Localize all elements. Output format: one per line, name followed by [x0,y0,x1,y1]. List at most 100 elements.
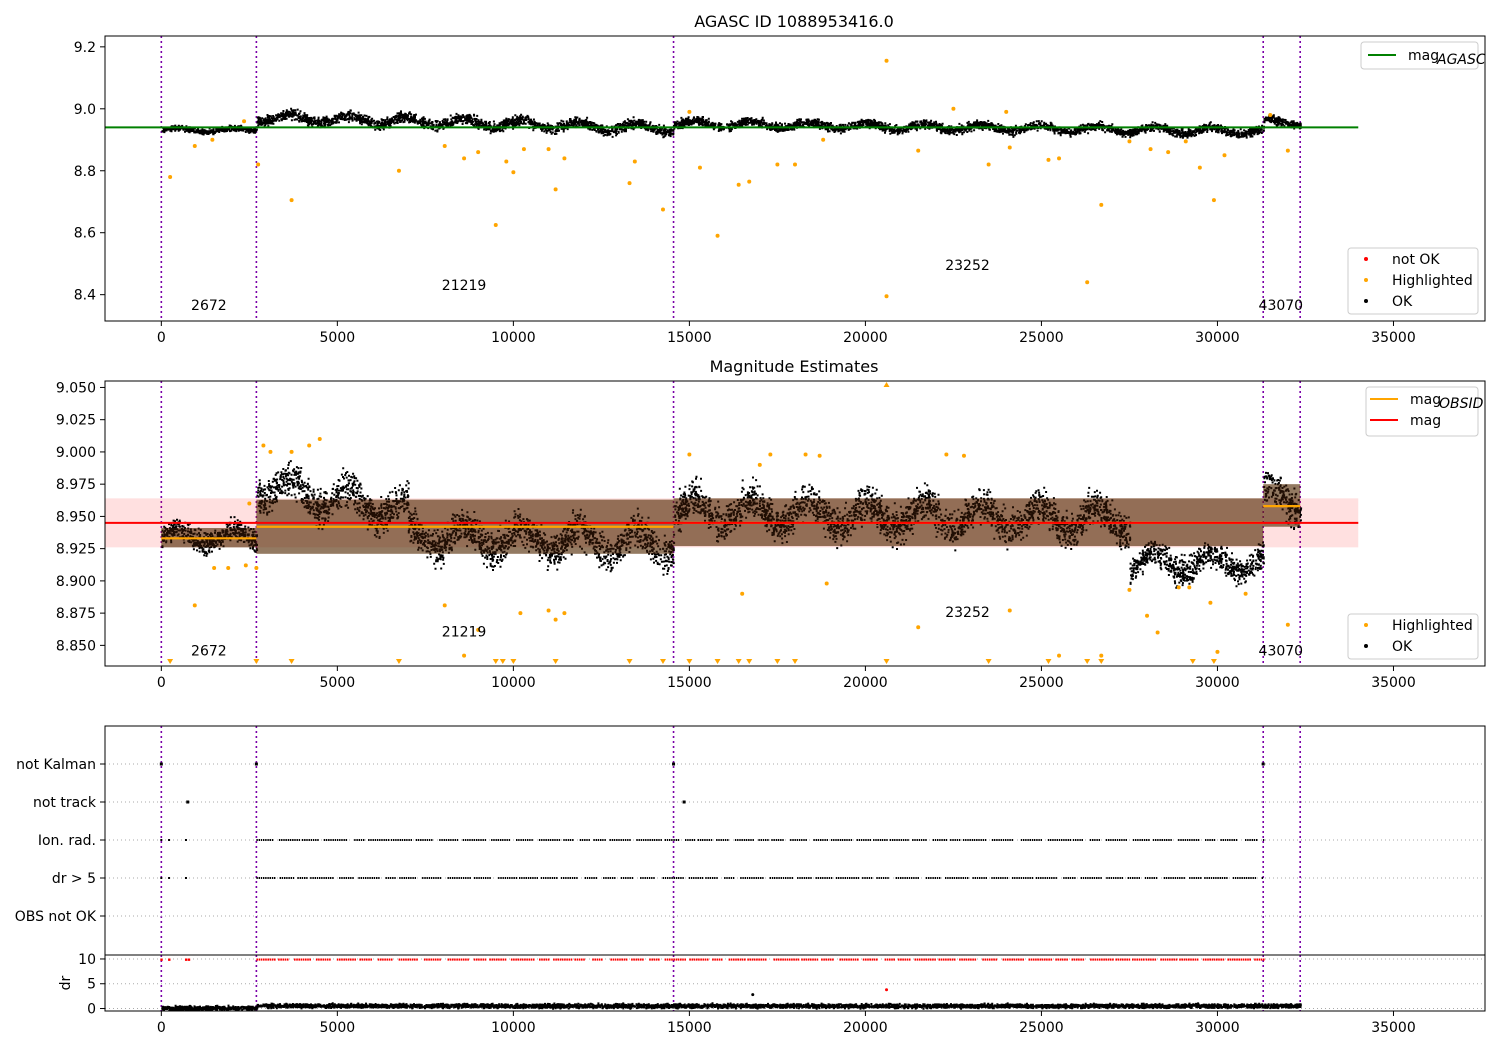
highlighted-point [1004,109,1009,114]
highlighted-point [462,653,467,658]
highlighted-point [518,611,523,616]
highlighted-point [192,143,197,148]
flag-points [160,877,1264,879]
highlighted-point [307,443,312,448]
legend-dot-swatch [1364,257,1368,261]
flag-category-label: not track [33,795,97,811]
flag-points [160,839,1265,841]
obsid-label: 43070 [1259,644,1304,660]
clipped-high-marker [883,382,890,387]
dr-outlier-point [885,988,889,992]
magnitude-estimates-panel: Magnitude Estimates 2672212192325243070 … [56,357,1486,691]
y-tick-label: 8.850 [56,638,96,654]
clipped-low-marker [492,659,499,664]
highlighted-point [687,109,692,114]
x-tick-label: 10000 [491,675,536,691]
x-tick-label: 5000 [320,330,356,346]
y-tick-label: 5 [87,977,96,993]
highlighted-point [247,501,252,506]
clipped-low-marker [883,659,890,664]
highlighted-point [821,137,826,142]
panel-4-plot-area [105,955,1485,1011]
highlighted-point [803,452,808,457]
panel-4-axes: 0 5000 10000 15000 20000 25000 30000 35000 0 5 10 [78,952,1486,1036]
legend-subscript: OBSID [1439,396,1484,412]
y-tick-label: 8.8 [74,164,96,180]
panel-1-legend-bottom: not OK Highlighted OK [1347,247,1479,315]
highlighted-point [511,170,516,175]
y-tick-label: 8.925 [56,542,96,558]
legend-label: OK [1392,639,1413,655]
highlighted-point [243,563,248,568]
clipped-low-marker [1045,659,1052,664]
panel-2-axes: 0 5000 10000 15000 20000 25000 30000 35000 8.850… [56,380,1486,691]
highlighted-point [476,150,481,155]
highlighted-point [824,581,829,586]
highlighted-point [793,162,797,167]
y-tick-label: 8.875 [56,606,96,622]
obsid-label: 23252 [945,605,990,621]
flag-category-label: OBS not OK [15,909,97,925]
x-tick-label: 25000 [1019,1020,1064,1036]
clipped-low-marker [1210,659,1217,664]
highlighted-point [1046,157,1051,162]
y-tick-label: 9.000 [56,445,96,461]
clipped-low-marker [746,659,753,664]
highlighted-point [884,294,889,299]
x-tick-label: 10000 [491,330,536,346]
highlighted-point [192,603,197,608]
panel-2-legend-bottom: Highlighted OK [1347,613,1479,660]
highlighted-point [1155,630,1160,635]
x-tick-label: 30000 [1195,675,1240,691]
clipped-low-marker [167,659,174,664]
y-tick-label: 9.050 [56,380,96,396]
highlighted-point [1243,591,1248,596]
highlighted-point [317,437,322,442]
clipped-low-marker [714,659,721,664]
panel-1-plot-area: 2672 21219 23252 43070 [105,36,1359,321]
highlighted-point [916,625,921,630]
legend-label: not OK [1392,252,1440,268]
panel-2-title: Magnitude Estimates [710,357,879,376]
x-tick-label: 15000 [667,675,712,691]
highlighted-point [944,452,949,457]
clipped-low-marker [774,659,781,664]
clipped-low-marker [510,659,517,664]
panel-3-plot-area [105,726,1485,955]
highlighted-point [493,222,498,227]
clipped-low-marker [1084,659,1091,664]
dr-panel: 0 5000 10000 15000 20000 25000 30000 350000510 … [58,952,1486,1036]
highlighted-point [1099,653,1104,658]
x-tick-label: 0 [157,675,166,691]
highlighted-point [553,187,558,192]
y-tick-label: 8.975 [56,477,96,493]
highlighted-point [168,174,173,179]
highlighted-point [986,162,991,167]
legend-box [1360,41,1479,70]
y-tick-label: 8.950 [56,509,96,525]
clipped-low-marker [626,659,633,664]
legend-box [1347,613,1479,660]
obsid-label: 2672 [191,644,227,660]
highlighted-point [476,627,481,632]
highlighted-point [740,591,745,596]
legend-dot-swatch [1364,644,1368,648]
x-tick-label: 15000 [667,330,712,346]
highlighted-point [254,565,259,570]
highlighted-point [951,106,956,111]
highlighted-point [660,207,665,212]
highlighted-point [562,611,567,616]
highlighted-point [687,452,692,457]
dr-not-ok-points [160,958,1265,961]
flags-panel: not Kalman not track Ion. rad. dr > 5 OBS no… [15,725,1486,956]
highlighted-point [462,156,467,161]
highlighted-point [1197,165,1202,170]
x-tick-label: 5000 [320,675,356,691]
clipped-low-marker [395,659,402,664]
y-tick-label: 8.4 [74,288,96,304]
clipped-low-marker [792,659,798,664]
flag-category-label: not Kalman [16,757,96,773]
clipped-low-marker [552,659,559,664]
x-tick-label: 0 [157,1020,166,1036]
